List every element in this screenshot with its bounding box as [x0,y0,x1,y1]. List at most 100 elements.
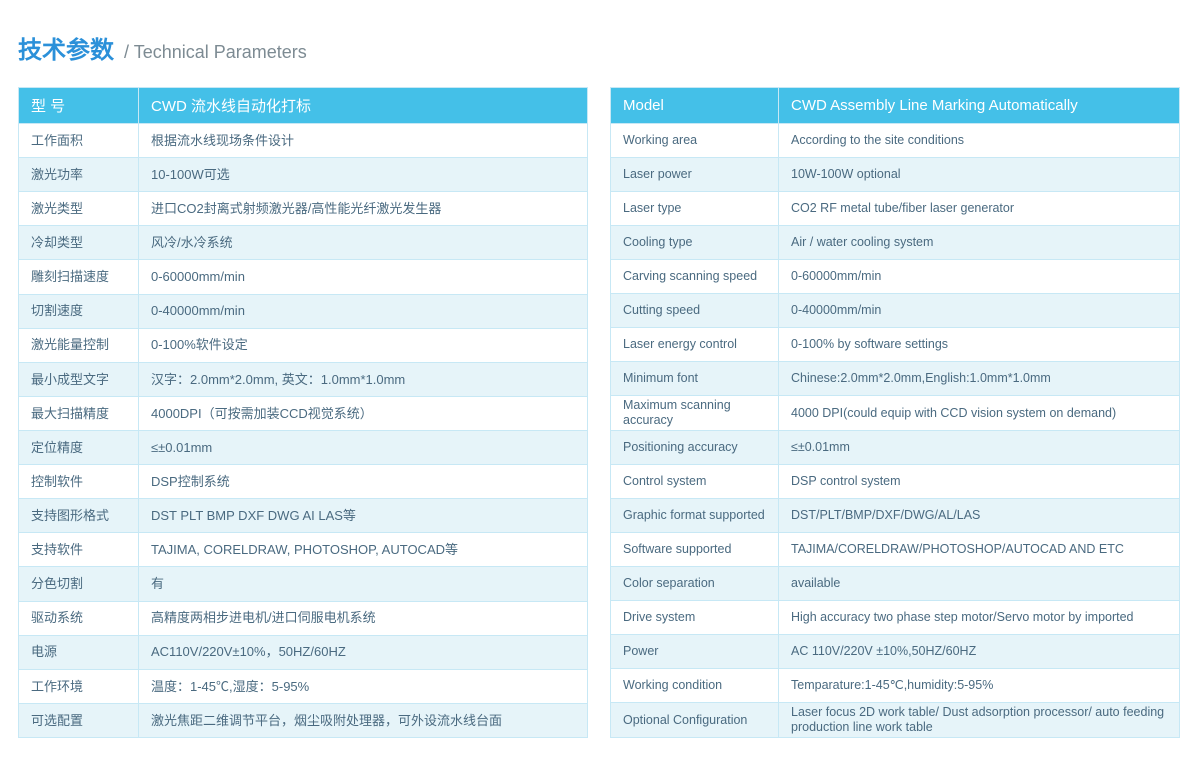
row-label: Maximum scanning accuracy [611,396,779,431]
row-label: Cutting speed [611,294,779,328]
row-value: available [779,567,1180,601]
row-label: 定位精度 [19,430,139,464]
row-value: ≤±0.01mm [139,430,588,464]
row-label: 激光能量控制 [19,328,139,362]
row-label: Drive system [611,601,779,635]
spec-table-en: Model CWD Assembly Line Marking Automati… [610,87,1180,738]
table-row: Cutting speed0-40000mm/min [611,294,1180,328]
row-value: 0-60000mm/min [779,260,1180,294]
row-value: Laser focus 2D work table/ Dust adsorpti… [779,703,1180,738]
tbody-en: Working areaAccording to the site condit… [611,124,1180,738]
row-value: According to the site conditions [779,124,1180,158]
row-value: AC 110V/220V ±10%,50HZ/60HZ [779,635,1180,669]
table-row: 切割速度0-40000mm/min [19,294,588,328]
row-value: 有 [139,567,588,601]
row-label: 激光类型 [19,192,139,226]
table-row: 支持软件TAJIMA, CORELDRAW, PHOTOSHOP, AUTOCA… [19,533,588,567]
row-value: 0-40000mm/min [779,294,1180,328]
table-row: 电源AC110V/220V±10%，50HZ/60HZ [19,635,588,669]
table-row: Laser power10W-100W optional [611,158,1180,192]
table-row: Optional ConfigurationLaser focus 2D wor… [611,703,1180,738]
row-label: Control system [611,465,779,499]
row-value: 10-100W可选 [139,158,588,192]
table-row: Minimum fontChinese:2.0mm*2.0mm,English:… [611,362,1180,396]
table-row: 控制软件DSP控制系统 [19,465,588,499]
table-row: Carving scanning speed0-60000mm/min [611,260,1180,294]
row-label: Laser type [611,192,779,226]
table-row: 冷却类型风冷/水冷系统 [19,226,588,260]
row-label: 激光功率 [19,158,139,192]
row-label: Positioning accuracy [611,431,779,465]
row-value: 风冷/水冷系统 [139,226,588,260]
row-value: TAJIMA, CORELDRAW, PHOTOSHOP, AUTOCAD等 [139,533,588,567]
table-row: Working areaAccording to the site condit… [611,124,1180,158]
row-value: Chinese:2.0mm*2.0mm,English:1.0mm*1.0mm [779,362,1180,396]
row-value: DST PLT BMP DXF DWG AI LAS等 [139,499,588,533]
table-row: 工作环境温度：1-45℃,湿度：5-95% [19,669,588,703]
row-label: 支持图形格式 [19,499,139,533]
row-value: 0-40000mm/min [139,294,588,328]
row-label: Optional Configuration [611,703,779,738]
row-label: Software supported [611,533,779,567]
row-label: 工作面积 [19,124,139,158]
table-row: 分色切割有 [19,567,588,601]
row-value: 4000DPI（可按需加装CCD视觉系统） [139,396,588,430]
header-value-en: CWD Assembly Line Marking Automatically [779,88,1180,124]
row-value: 0-60000mm/min [139,260,588,294]
row-value: DSP control system [779,465,1180,499]
table-row: Working conditionTemparature:1-45℃,humid… [611,669,1180,703]
title-cn: 技术参数 [18,30,114,65]
row-value: 10W-100W optional [779,158,1180,192]
row-value: TAJIMA/CORELDRAW/PHOTOSHOP/AUTOCAD AND E… [779,533,1180,567]
row-label: 冷却类型 [19,226,139,260]
row-label: Laser power [611,158,779,192]
tbody-cn: 工作面积根据流水线现场条件设计激光功率10-100W可选激光类型进口CO2封离式… [19,124,588,738]
row-label: 电源 [19,635,139,669]
row-label: 可选配置 [19,703,139,737]
row-label: 驱动系统 [19,601,139,635]
table-row: 激光类型进口CO2封离式射频激光器/高性能光纤激光发生器 [19,192,588,226]
table-row: 可选配置激光焦距二维调节平台，烟尘吸附处理器，可外设流水线台面 [19,703,588,737]
row-label: Color separation [611,567,779,601]
header-value-cn: CWD 流水线自动化打标 [139,88,588,124]
row-value: 4000 DPI(could equip with CCD vision sys… [779,396,1180,431]
row-label: Working area [611,124,779,158]
row-value: CO2 RF metal tube/fiber laser generator [779,192,1180,226]
title-en: / Technical Parameters [124,42,307,63]
row-value: Air / water cooling system [779,226,1180,260]
spec-table-cn: 型 号 CWD 流水线自动化打标 工作面积根据流水线现场条件设计激光功率10-1… [18,87,588,738]
row-value: 0-100%软件设定 [139,328,588,362]
table-row: 激光能量控制0-100%软件设定 [19,328,588,362]
row-value: ≤±0.01mm [779,431,1180,465]
row-label: 切割速度 [19,294,139,328]
row-label: Power [611,635,779,669]
row-label: Carving scanning speed [611,260,779,294]
row-label: 工作环境 [19,669,139,703]
table-row: 定位精度≤±0.01mm [19,430,588,464]
row-label: Working condition [611,669,779,703]
table-row: Laser typeCO2 RF metal tube/fiber laser … [611,192,1180,226]
row-label: Minimum font [611,362,779,396]
row-value: 根据流水线现场条件设计 [139,124,588,158]
row-label: Cooling type [611,226,779,260]
row-value: AC110V/220V±10%，50HZ/60HZ [139,635,588,669]
table-row: PowerAC 110V/220V ±10%,50HZ/60HZ [611,635,1180,669]
row-value: High accuracy two phase step motor/Servo… [779,601,1180,635]
row-value: 高精度两相步进电机/进口伺服电机系统 [139,601,588,635]
row-value: 温度：1-45℃,湿度：5-95% [139,669,588,703]
table-row: Drive systemHigh accuracy two phase step… [611,601,1180,635]
row-label: 最大扫描精度 [19,396,139,430]
table-row: Maximum scanning accuracy4000 DPI(could … [611,396,1180,431]
row-value: DSP控制系统 [139,465,588,499]
table-row: Control systemDSP control system [611,465,1180,499]
row-label: 雕刻扫描速度 [19,260,139,294]
row-value: 0-100% by software settings [779,328,1180,362]
tables-container: 型 号 CWD 流水线自动化打标 工作面积根据流水线现场条件设计激光功率10-1… [18,87,1182,738]
row-value: 汉字：2.0mm*2.0mm, 英文：1.0mm*1.0mm [139,362,588,396]
header-label-cn: 型 号 [19,88,139,124]
table-row: 激光功率10-100W可选 [19,158,588,192]
table-row: 驱动系统高精度两相步进电机/进口伺服电机系统 [19,601,588,635]
row-label: Graphic format supported [611,499,779,533]
row-value: DST/PLT/BMP/DXF/DWG/AL/LAS [779,499,1180,533]
row-label: 控制软件 [19,465,139,499]
